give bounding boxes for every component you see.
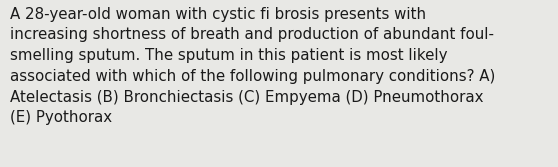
Text: A 28-year-old woman with cystic fi brosis presents with
increasing shortness of : A 28-year-old woman with cystic fi brosi… — [10, 7, 496, 125]
